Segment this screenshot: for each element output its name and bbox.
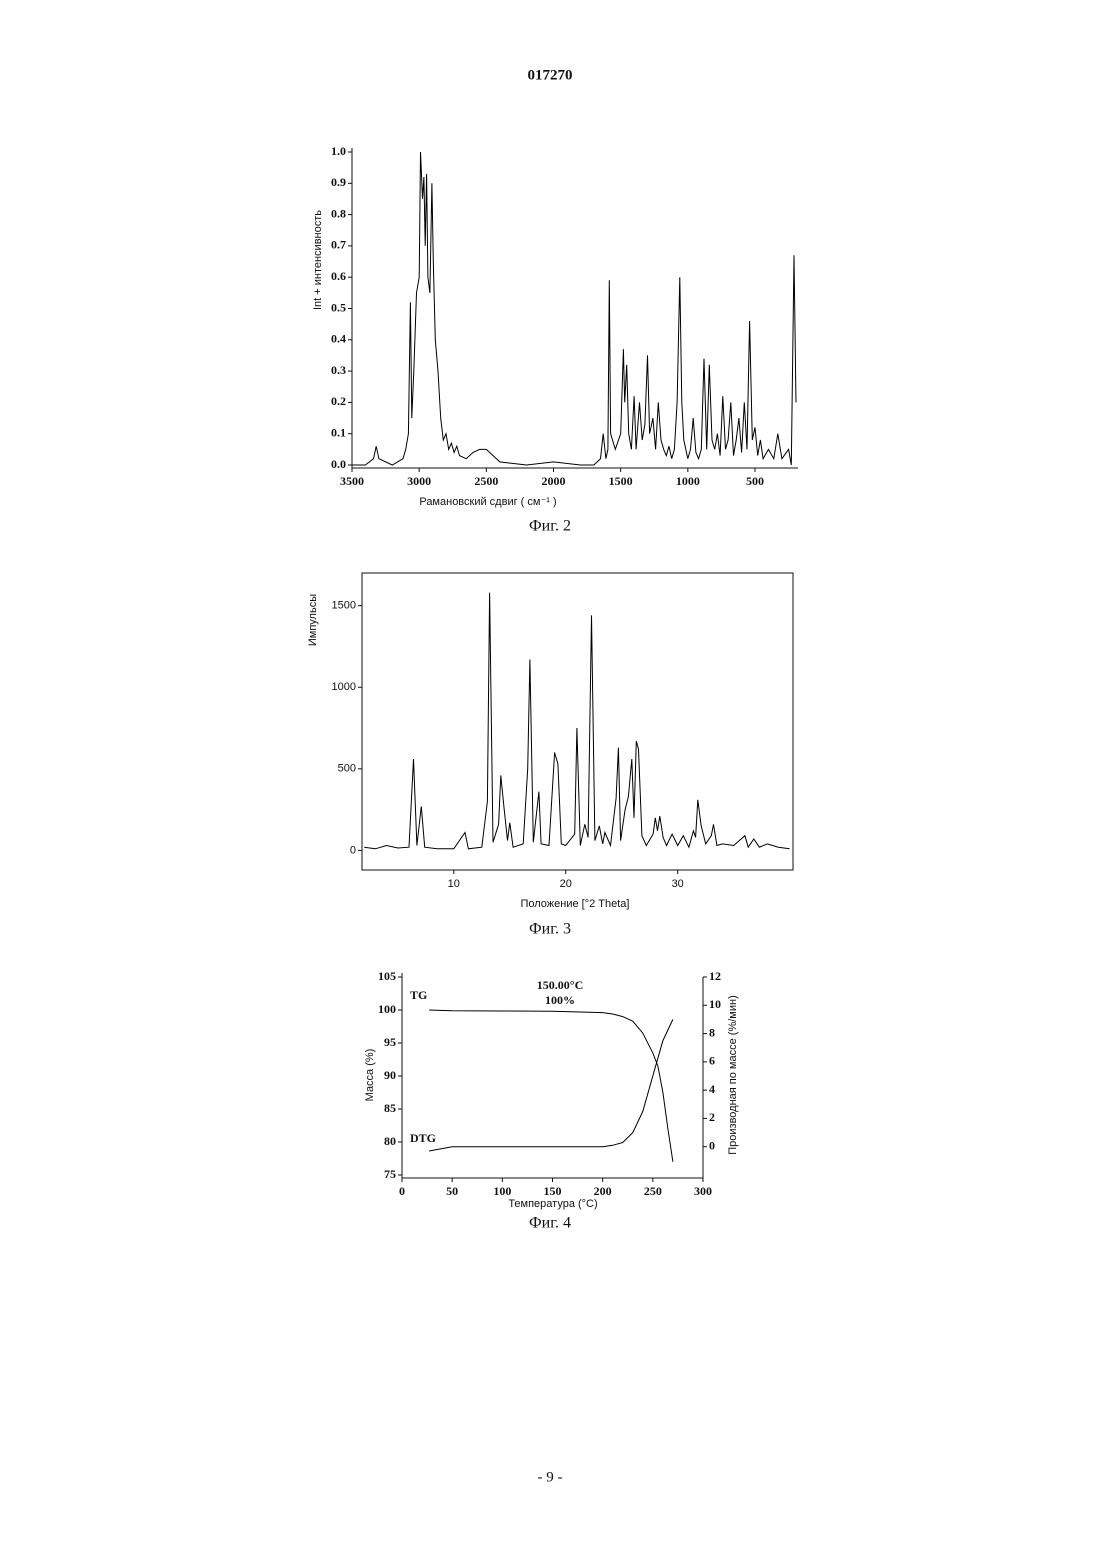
x-tick-label: 100 xyxy=(493,1184,511,1198)
y-tick-label: 0.5 xyxy=(331,300,346,314)
y-tick-label: 0.4 xyxy=(331,332,346,346)
y2-axis-label: Производная по массе (%/мин) xyxy=(727,995,739,1154)
y-axis-label: Импульсы xyxy=(307,594,319,646)
annotation: 100% xyxy=(545,993,575,1007)
x-axis-label: Рамановский сдвиг ( см⁻¹ ) xyxy=(419,496,556,508)
y-tick-label: 0.9 xyxy=(331,175,346,189)
y-tick-label: 0.2 xyxy=(331,394,346,408)
series-label: DTG xyxy=(410,1131,436,1145)
x-tick-label: 300 xyxy=(694,1184,712,1198)
x-tick-label: 2000 xyxy=(542,474,566,488)
y-tick-label: 0.0 xyxy=(331,457,346,471)
y-tick-label: 90 xyxy=(384,1068,396,1082)
y2-tick-label: 0 xyxy=(709,1138,715,1152)
y-tick-label: 500 xyxy=(338,763,356,775)
y-tick-label: 0.3 xyxy=(331,363,346,377)
y2-tick-label: 4 xyxy=(709,1082,715,1096)
y2-tick-label: 2 xyxy=(709,1110,715,1124)
x-tick-label: 3500 xyxy=(340,474,364,488)
page-number: - 9 - xyxy=(538,1469,563,1485)
x-tick-label: 50 xyxy=(446,1184,458,1198)
y-tick-label: 1000 xyxy=(332,681,356,693)
x-tick-label: 1000 xyxy=(676,474,700,488)
y2-tick-label: 10 xyxy=(709,997,721,1011)
annotation: 150.00°C xyxy=(537,978,583,992)
y-tick-label: 85 xyxy=(384,1101,396,1115)
x-tick-label: 1500 xyxy=(609,474,633,488)
y-tick-label: 0.8 xyxy=(331,206,346,220)
x-tick-label: 2500 xyxy=(474,474,498,488)
y2-tick-label: 8 xyxy=(709,1025,715,1039)
y-tick-label: 0.1 xyxy=(331,425,346,439)
x-tick-label: 0 xyxy=(399,1184,405,1198)
data-line xyxy=(429,1019,673,1151)
x-tick-label: 20 xyxy=(560,878,572,890)
x-axis-label: Положение [°2 Theta] xyxy=(520,898,629,910)
y-axis-label: Масса (%) xyxy=(364,1049,376,1102)
y-tick-label: 105 xyxy=(378,969,396,983)
data-line xyxy=(352,152,796,465)
y-tick-label: 0.7 xyxy=(331,238,346,252)
figure-caption: Фиг. 4 xyxy=(529,1215,571,1232)
y-tick-label: 100 xyxy=(378,1002,396,1016)
y-tick-label: 1500 xyxy=(332,600,356,612)
x-tick-label: 200 xyxy=(594,1184,612,1198)
x-tick-label: 250 xyxy=(644,1184,662,1198)
page: 017270 - 9 - 350030002500200015001000500… xyxy=(0,0,1100,1556)
x-tick-label: 30 xyxy=(672,878,684,890)
x-tick-label: 10 xyxy=(448,878,460,890)
plot-frame xyxy=(362,573,793,870)
y-tick-label: 0 xyxy=(350,844,356,856)
y-tick-label: 95 xyxy=(384,1035,396,1049)
data-line xyxy=(364,593,789,849)
y2-tick-label: 12 xyxy=(709,969,721,983)
x-tick-label: 150 xyxy=(544,1184,562,1198)
x-axis-label: Температура (°C) xyxy=(508,1198,597,1210)
series-label: TG xyxy=(410,988,427,1002)
page-header: 017270 xyxy=(528,67,573,83)
y-tick-label: 80 xyxy=(384,1134,396,1148)
x-tick-label: 3000 xyxy=(407,474,431,488)
data-line xyxy=(429,1010,673,1162)
y-tick-label: 0.6 xyxy=(331,269,346,283)
y-tick-label: 75 xyxy=(384,1167,396,1181)
x-tick-label: 500 xyxy=(746,474,764,488)
y2-tick-label: 6 xyxy=(709,1054,715,1068)
y-axis-label: Int + интенсивность xyxy=(312,210,324,310)
y-tick-label: 1.0 xyxy=(331,144,346,158)
figure-caption: Фиг. 3 xyxy=(529,921,571,938)
figure-caption: Фиг. 2 xyxy=(529,518,571,535)
